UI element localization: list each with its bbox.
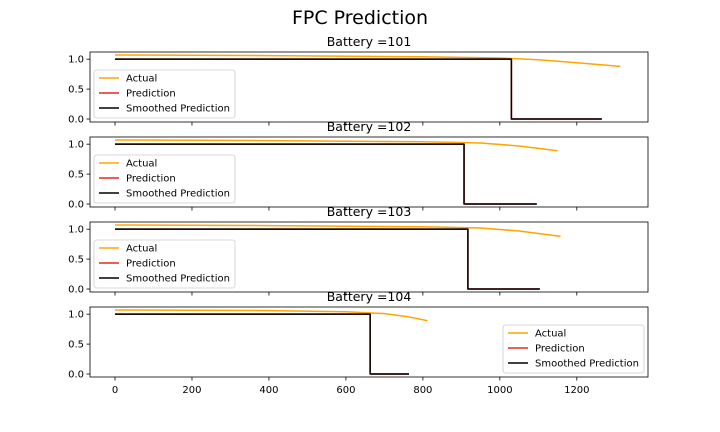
panel-title: Battery =101	[327, 34, 412, 49]
x-tick-label: 400	[259, 385, 278, 396]
y-tick-label: 1.0	[68, 55, 84, 66]
panel-2: Battery =102 0.0 0.5 1.0 Actual Prediction Smo…	[68, 119, 649, 211]
axes-frame	[89, 136, 649, 208]
y-tick-label: 0.5	[68, 340, 84, 351]
legend-box	[93, 239, 236, 289]
plot-area	[115, 54, 621, 120]
series-prediction-line	[115, 313, 410, 375]
figure-title: FPC Prediction	[292, 7, 428, 29]
plot-area	[115, 224, 561, 290]
x-tick-label: 600	[336, 385, 355, 396]
y-tick-label: 0.5	[68, 255, 84, 266]
legend: Actual Prediction Smoothed Prediction	[93, 239, 236, 289]
x-tick-label: 1200	[564, 385, 589, 396]
legend-box	[93, 69, 236, 119]
series-actual-line	[115, 54, 621, 68]
series-smoothed-line	[115, 58, 602, 120]
y-tick-label: 1.0	[68, 140, 84, 151]
x-tick-label: 0	[112, 385, 118, 396]
series-actual-line	[115, 224, 561, 238]
legend-label-prediction: Prediction	[126, 89, 176, 100]
plot-area	[115, 309, 428, 375]
series-actual-line	[115, 309, 428, 322]
legend: Actual Prediction Smoothed Prediction	[502, 324, 645, 374]
legend-label-smoothed: Smoothed Prediction	[535, 359, 639, 370]
legend-label-actual: Actual	[126, 244, 157, 255]
x-tick-label: 800	[413, 385, 432, 396]
y-tick-label: 1.0	[68, 310, 84, 321]
y-tick-label: 0.0	[68, 115, 84, 126]
y-tick-label: 0.5	[68, 170, 84, 181]
x-tick-label: 1000	[487, 385, 512, 396]
legend: Actual Prediction Smoothed Prediction	[93, 69, 236, 119]
legend-label-prediction: Prediction	[126, 174, 176, 185]
series-smoothed-line	[115, 313, 410, 375]
axes-frame	[89, 51, 649, 123]
plot-area	[115, 139, 558, 205]
series-smoothed-line	[115, 143, 537, 205]
chart-panels: Battery =101 0.0 0.5 1.0 Actual Prediction Smo…	[68, 34, 649, 396]
legend-label-prediction: Prediction	[535, 344, 585, 355]
legend-label-smoothed: Smoothed Prediction	[126, 104, 230, 115]
panel-1: Battery =101 0.0 0.5 1.0 Actual Prediction Smo…	[68, 34, 649, 126]
series-actual-line	[115, 139, 558, 152]
legend-label-smoothed: Smoothed Prediction	[126, 274, 230, 285]
legend-label-actual: Actual	[126, 74, 157, 85]
y-tick-label: 0.0	[68, 285, 84, 296]
panel-title: Battery =102	[327, 119, 412, 134]
panel-4: Battery =104 0.0 0.5 1.0 0 200 400 600 800 1000 12…	[68, 289, 649, 396]
legend-label-smoothed: Smoothed Prediction	[126, 189, 230, 200]
panel-title: Battery =103	[327, 204, 412, 219]
legend-label-actual: Actual	[126, 159, 157, 170]
panel-3: Battery =103 0.0 0.5 1.0 Actual Prediction Smo…	[68, 204, 649, 296]
y-tick-label: 0.5	[68, 85, 84, 96]
y-tick-label: 0.0	[68, 370, 84, 381]
legend: Actual Prediction Smoothed Prediction	[93, 154, 236, 204]
x-tick-label: 200	[182, 385, 201, 396]
panel-title: Battery =104	[327, 289, 412, 304]
legend-label-prediction: Prediction	[126, 259, 176, 270]
y-tick-label: 0.0	[68, 200, 84, 211]
y-tick-label: 1.0	[68, 225, 84, 236]
legend-box	[502, 324, 645, 374]
legend-box	[93, 154, 236, 204]
series-smoothed-line	[115, 228, 540, 290]
legend-label-actual: Actual	[535, 329, 566, 340]
axes-frame	[89, 221, 649, 293]
axes-frame	[89, 306, 649, 378]
